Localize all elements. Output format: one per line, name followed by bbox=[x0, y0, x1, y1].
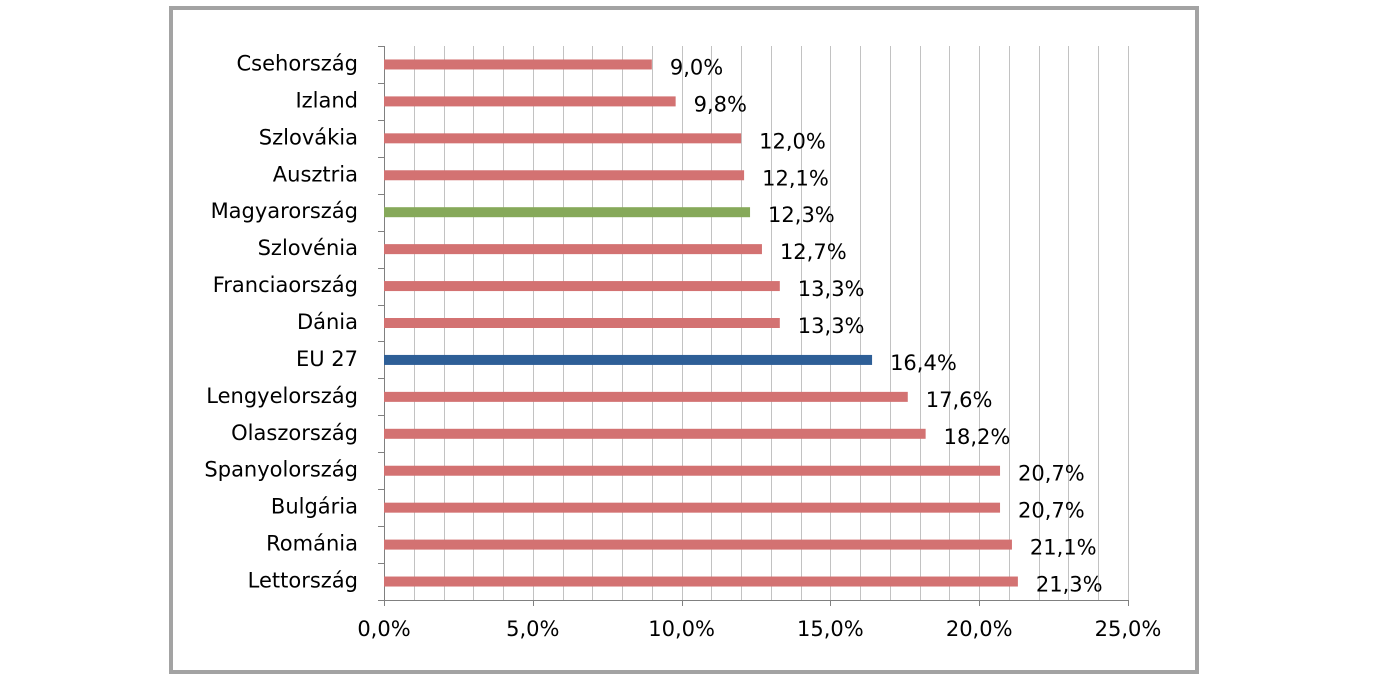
x-tick-label: 10,0% bbox=[648, 617, 715, 641]
data-label: 20,7% bbox=[1018, 499, 1085, 523]
category-label: Magyarország bbox=[211, 199, 358, 223]
bar bbox=[384, 244, 762, 255]
category-label: Izland bbox=[295, 88, 358, 112]
data-label: 12,1% bbox=[762, 166, 829, 190]
data-label: 13,3% bbox=[798, 314, 865, 338]
bar bbox=[384, 59, 652, 70]
bar bbox=[384, 391, 908, 402]
data-label: 18,2% bbox=[944, 425, 1011, 449]
category-label: Franciaország bbox=[213, 273, 358, 297]
data-label: 13,3% bbox=[798, 277, 865, 301]
category-label: Ausztria bbox=[273, 162, 358, 186]
x-tick-label: 5,0% bbox=[506, 617, 559, 641]
data-label: 12,0% bbox=[759, 129, 826, 153]
category-label: Lengyelország bbox=[206, 384, 358, 408]
category-label: Bulgária bbox=[271, 495, 358, 519]
category-label: Dánia bbox=[297, 310, 358, 334]
category-label: Szlovénia bbox=[258, 236, 358, 260]
data-label: 16,4% bbox=[890, 351, 957, 375]
bar bbox=[384, 576, 1018, 587]
chart-frame: Csehország Izland Szlovákia Ausztria Magyaro… bbox=[169, 6, 1199, 674]
bars bbox=[384, 59, 1018, 587]
bar bbox=[384, 207, 751, 218]
category-label: Lettország bbox=[248, 569, 358, 593]
category-labels: Csehország Izland Szlovákia Ausztria Magyaro… bbox=[204, 51, 358, 592]
data-label: 9,0% bbox=[670, 55, 723, 79]
bar bbox=[384, 465, 1001, 476]
bar bbox=[384, 318, 780, 328]
data-label: 21,1% bbox=[1030, 536, 1097, 560]
bar bbox=[384, 502, 1001, 513]
data-label: 20,7% bbox=[1018, 462, 1085, 486]
x-tick-label: 20,0% bbox=[946, 617, 1013, 641]
bar-chart: Csehország Izland Szlovákia Ausztria Magyaro… bbox=[204, 46, 1161, 641]
bar bbox=[384, 96, 676, 107]
category-label: Spanyolország bbox=[204, 458, 358, 482]
category-label: Szlovákia bbox=[259, 125, 358, 149]
bar bbox=[384, 170, 745, 181]
data-label: 17,6% bbox=[926, 388, 993, 412]
data-label: 12,3% bbox=[768, 203, 835, 227]
bar bbox=[384, 539, 1012, 550]
bar bbox=[384, 281, 780, 292]
bar bbox=[384, 428, 926, 439]
data-label: 12,7% bbox=[780, 240, 847, 264]
x-tick-label: 0,0% bbox=[357, 617, 410, 641]
category-label: Csehország bbox=[237, 51, 358, 75]
category-label: Olaszország bbox=[231, 421, 358, 445]
data-labels: 9,0% 9,8% 12,0% 12,1% 12,3% 12,7% 13,3% 13,3% 16… bbox=[670, 55, 1103, 596]
bar bbox=[384, 133, 742, 144]
x-tick-labels: 0,0% 5,0% 10,0% 15,0% 20,0% 25,0% bbox=[357, 617, 1161, 641]
data-label: 9,8% bbox=[694, 92, 747, 116]
x-tick-label: 25,0% bbox=[1095, 617, 1162, 641]
bar bbox=[384, 354, 873, 365]
x-tick-label: 15,0% bbox=[797, 617, 864, 641]
data-label: 21,3% bbox=[1036, 573, 1103, 597]
category-label: EU 27 bbox=[296, 347, 358, 371]
category-label: Románia bbox=[266, 532, 358, 556]
